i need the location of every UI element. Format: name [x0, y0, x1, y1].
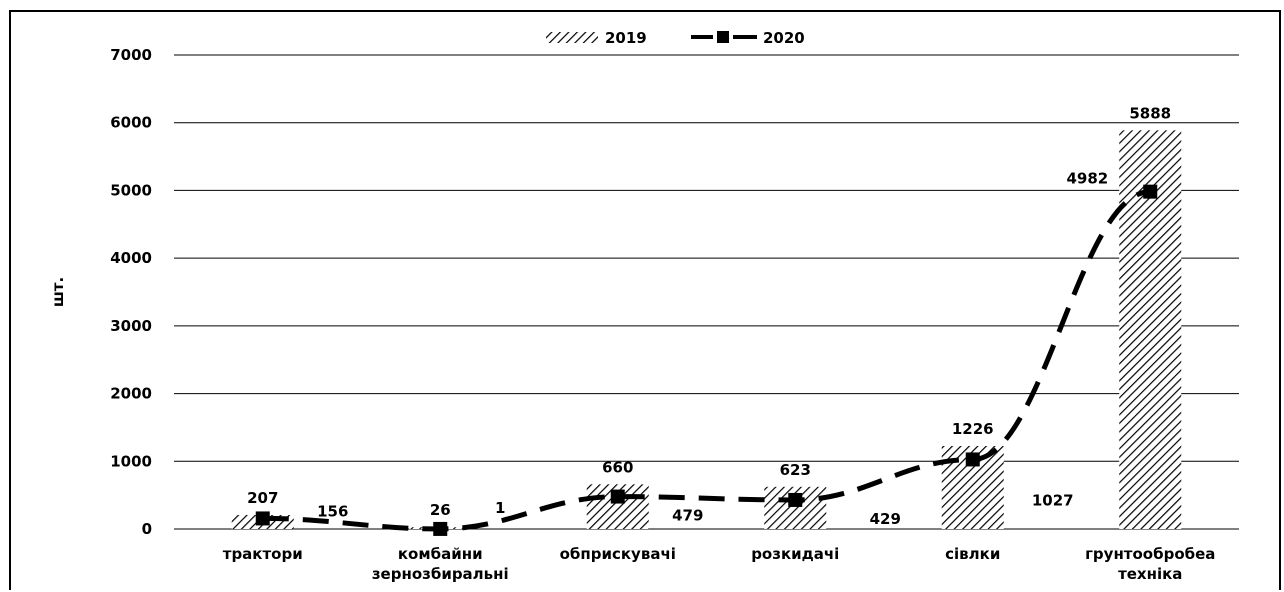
- marker-2020-1: [433, 521, 448, 536]
- legend-label-2020: 2020: [763, 29, 805, 47]
- data-label-2019-0: 207: [247, 489, 278, 507]
- y-tick-label-1000: 1000: [110, 452, 152, 470]
- category-label-0-0: трактори: [223, 545, 303, 563]
- data-label-2020-0: 156: [317, 502, 348, 520]
- data-label-2020-1: 1: [495, 499, 505, 517]
- chart-svg: 0 1000 2000 3000 4000 5000 6000 7000 шт. 207 26 6…: [49, 29, 1239, 583]
- y-tick-label-5000: 5000: [110, 181, 152, 199]
- marker-2020-2: [610, 489, 625, 504]
- legend-label-2019: 2019: [605, 29, 647, 47]
- x-axis-categories: трактори комбайни зернозбиральні обприскува…: [223, 545, 1216, 583]
- chart-frame: 0 1000 2000 3000 4000 5000 6000 7000 шт. 207 26 6…: [9, 10, 1281, 590]
- category-label-5-1: техніка: [1118, 565, 1182, 583]
- y-tick-label-4000: 4000: [110, 249, 152, 267]
- y-tick-label-0: 0: [142, 520, 152, 538]
- marker-2020-4: [965, 452, 980, 467]
- y-tick-label-3000: 3000: [110, 317, 152, 335]
- category-label-4-0: сівлки: [945, 545, 1000, 563]
- y-tick-label-7000: 7000: [110, 46, 152, 64]
- y-tick-label-2000: 2000: [110, 385, 152, 403]
- marker-2020-0: [255, 511, 270, 526]
- data-label-2020-2: 479: [672, 507, 703, 525]
- data-label-2019-4: 1226: [952, 420, 994, 438]
- data-label-2020-5: 4982: [1067, 170, 1109, 188]
- data-label-2020-3: 429: [870, 510, 901, 528]
- category-label-2-0: обприскувачі: [560, 545, 676, 563]
- category-label-3-0: розкидачі: [751, 545, 839, 563]
- data-label-2019-1: 26: [430, 501, 451, 519]
- marker-2020-5: [1143, 184, 1158, 199]
- category-label-1-0: комбайни: [398, 545, 483, 563]
- category-label-1-1: зернозбиральні: [372, 565, 509, 583]
- data-label-2019-3: 623: [780, 461, 811, 479]
- legend-marker-2020: [717, 31, 729, 43]
- data-label-2019-5: 5888: [1129, 104, 1171, 122]
- legend-swatch-2019: [546, 32, 598, 43]
- legend: 2019 2020: [546, 29, 805, 47]
- line-path-2020: [262, 189, 1151, 532]
- category-label-5-0: грунтообробеа: [1085, 545, 1215, 563]
- data-label-2020-4: 1027: [1032, 491, 1074, 509]
- y-tick-label-6000: 6000: [110, 114, 152, 132]
- line-2020: [255, 184, 1158, 536]
- y-axis-label: шт.: [49, 277, 67, 307]
- y-axis-ticks: 0 1000 2000 3000 4000 5000 6000 7000: [110, 46, 152, 538]
- data-label-2019-2: 660: [602, 458, 633, 476]
- marker-2020-3: [788, 492, 803, 507]
- data-labels: 207 26 660 623 1226 5888 156 1 479 429 1027 4982: [247, 104, 1171, 528]
- gridlines: [174, 54, 1239, 530]
